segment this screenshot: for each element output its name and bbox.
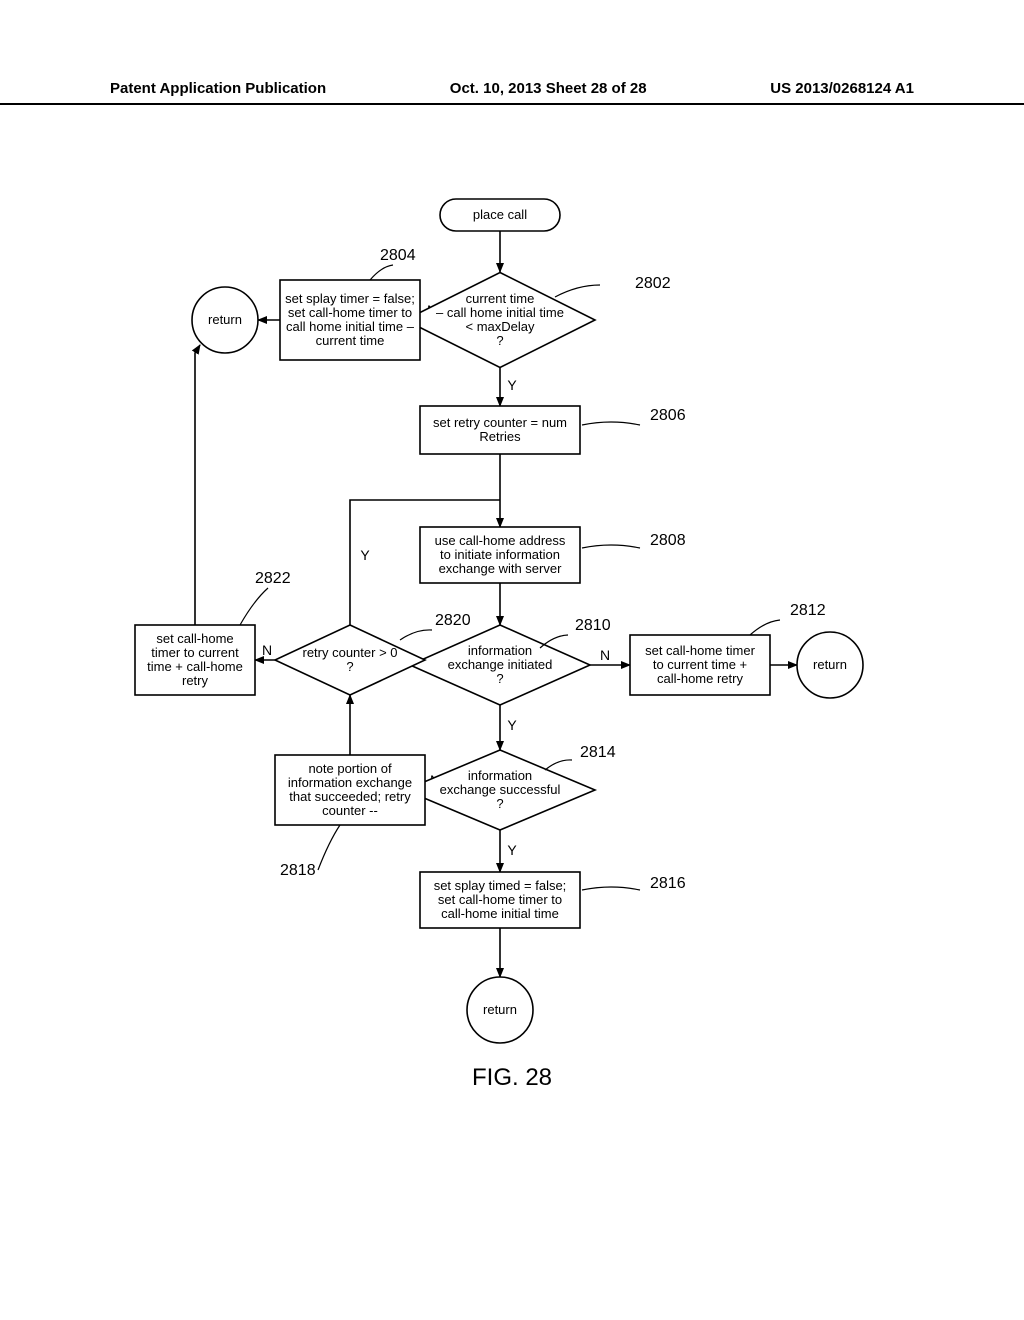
svg-text:set call-home timer to: set call-home timer to (288, 305, 412, 320)
svg-text:counter --: counter -- (322, 803, 378, 818)
svg-text:set splay timed = false;: set splay timed = false; (434, 878, 567, 893)
svg-text:2816: 2816 (650, 875, 686, 892)
svg-text:return: return (483, 1002, 517, 1017)
ref-r2802: 2802 (555, 275, 671, 297)
edge-label: Y (507, 377, 517, 393)
node-ret2: return (797, 632, 863, 698)
svg-text:2806: 2806 (650, 407, 686, 424)
svg-text:return: return (208, 312, 242, 327)
flowchart-diagram: NYNYYNNY place callcurrent time– call ho… (0, 0, 1024, 1320)
ref-r2812: 2812 (750, 602, 826, 635)
svg-text:2804: 2804 (380, 247, 416, 264)
svg-text:2814: 2814 (580, 744, 616, 761)
svg-text:information: information (468, 643, 532, 658)
svg-text:?: ? (496, 796, 503, 811)
svg-text:set call-home timer: set call-home timer (645, 643, 755, 658)
svg-text:set call-home: set call-home (156, 631, 233, 646)
ref-r2810: 2810 (540, 617, 611, 648)
svg-text:2822: 2822 (255, 570, 291, 587)
svg-text:2812: 2812 (790, 602, 826, 619)
node-p2806: set retry counter = numRetries (420, 406, 580, 454)
ref-r2804: 2804 (370, 247, 416, 280)
svg-text:retry: retry (182, 673, 209, 688)
node-d2802: current time– call home initial time< ma… (405, 273, 595, 368)
svg-text:use call-home address: use call-home address (435, 533, 566, 548)
svg-text:that succeeded; retry: that succeeded; retry (289, 789, 411, 804)
page-root: Patent Application Publication Oct. 10, … (0, 0, 1024, 1320)
svg-text:exchange with server: exchange with server (439, 561, 563, 576)
node-p2804: set splay timer = false;set call-home ti… (280, 280, 420, 360)
node-start: place call (440, 199, 560, 231)
node-d2820: retry counter > 0? (275, 625, 425, 695)
svg-text:Retries: Retries (479, 429, 521, 444)
svg-text:< maxDelay: < maxDelay (466, 319, 535, 334)
ref-r2818: 2818 (280, 825, 340, 879)
svg-text:time + call-home: time + call-home (147, 659, 243, 674)
svg-text:2820: 2820 (435, 612, 471, 629)
node-p2818: note portion ofinformation exchangethat … (275, 755, 425, 825)
svg-text:note portion of: note portion of (308, 761, 392, 776)
svg-text:2808: 2808 (650, 532, 686, 549)
svg-text:?: ? (346, 659, 353, 674)
edge-label: Y (507, 842, 517, 858)
svg-text:timer to current: timer to current (151, 645, 239, 660)
svg-text:current time: current time (466, 291, 535, 306)
svg-text:2802: 2802 (635, 275, 671, 292)
svg-text:set splay timer = false;: set splay timer = false; (285, 291, 415, 306)
svg-text:set retry counter = num: set retry counter = num (433, 415, 567, 430)
svg-text:call-home retry: call-home retry (657, 671, 743, 686)
node-p2812: set call-home timerto current time +call… (630, 635, 770, 695)
ref-r2808: 2808 (582, 532, 686, 549)
svg-text:– call home initial time: – call home initial time (436, 305, 564, 320)
ref-r2816: 2816 (582, 875, 686, 892)
svg-text:set call-home timer to: set call-home timer to (438, 892, 562, 907)
svg-text:call-home initial time: call-home initial time (441, 906, 559, 921)
ref-r2806: 2806 (582, 407, 686, 425)
svg-text:information: information (468, 768, 532, 783)
edge-label: N (600, 647, 610, 663)
svg-text:retry counter > 0: retry counter > 0 (302, 645, 397, 660)
edge-p2822-ret1 (195, 345, 200, 625)
ref-r2822: 2822 (240, 570, 291, 625)
ref-r2814: 2814 (545, 744, 616, 770)
edge-label: Y (360, 547, 370, 563)
svg-text:?: ? (496, 671, 503, 686)
node-ret3: return (467, 977, 533, 1043)
svg-text:?: ? (496, 333, 503, 348)
svg-text:current time: current time (316, 333, 385, 348)
ref-r2820: 2820 (400, 612, 471, 640)
svg-text:call home initial time –: call home initial time – (286, 319, 415, 334)
svg-text:to initiate information: to initiate information (440, 547, 560, 562)
svg-text:2818: 2818 (280, 862, 316, 879)
node-p2822: set call-hometimer to currenttime + call… (135, 625, 255, 695)
node-d2814: informationexchange successful? (405, 750, 595, 830)
node-p2808: use call-home addressto initiate informa… (420, 527, 580, 583)
edge-label: N (262, 642, 272, 658)
svg-text:to current time +: to current time + (653, 657, 747, 672)
svg-text:exchange initiated: exchange initiated (448, 657, 553, 672)
figure-caption: FIG. 28 (472, 1064, 552, 1091)
node-d2810: informationexchange initiated? (410, 625, 590, 705)
node-ret1: return (192, 287, 258, 353)
edge-label: Y (507, 717, 517, 733)
node-p2816: set splay timed = false;set call-home ti… (420, 872, 580, 928)
svg-text:return: return (813, 657, 847, 672)
svg-text:exchange successful: exchange successful (440, 782, 561, 797)
svg-text:place call: place call (473, 207, 527, 222)
svg-text:2810: 2810 (575, 617, 611, 634)
svg-text:information exchange: information exchange (288, 775, 412, 790)
